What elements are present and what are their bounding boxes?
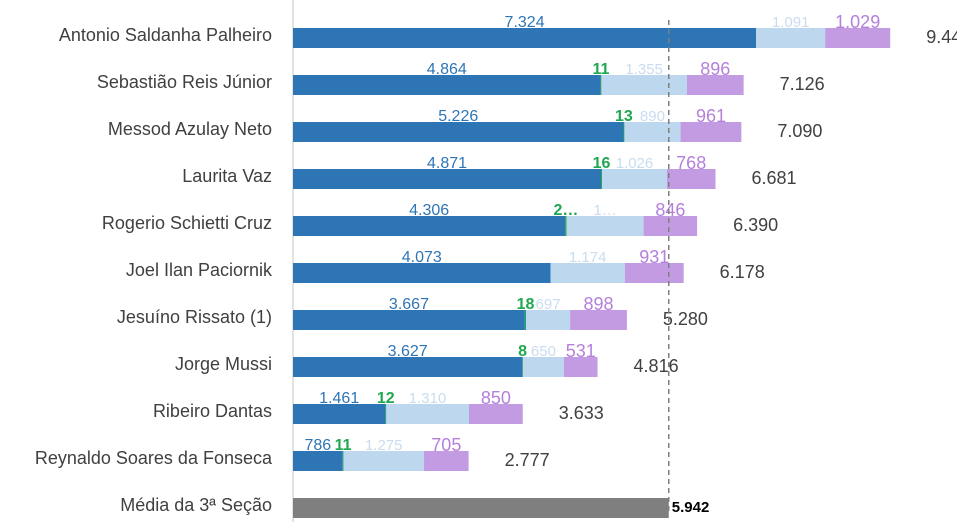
bar-segment <box>825 28 891 48</box>
total-label: 6.681 <box>751 168 796 188</box>
bar-segment <box>385 404 387 424</box>
value-label: 1.029 <box>835 12 880 32</box>
value-label: 4.073 <box>402 249 442 266</box>
bar-segment <box>293 122 624 142</box>
total-label: 3.633 <box>559 403 604 423</box>
total-label: 7.090 <box>777 121 822 141</box>
value-label: 4.864 <box>427 61 467 78</box>
value-label: 1.355 <box>625 61 663 78</box>
bar-segment <box>293 75 601 95</box>
value-label: 3.627 <box>388 343 428 360</box>
bar-segment <box>756 28 826 48</box>
value-label: 850 <box>481 388 511 408</box>
bar-segment <box>601 75 687 95</box>
value-label: 12 <box>377 390 395 407</box>
value-label: 7.324 <box>505 14 545 31</box>
value-label: 5.226 <box>438 108 478 125</box>
bar-segment <box>600 75 602 95</box>
bar-segment <box>293 451 343 471</box>
category-label: Jorge Mussi <box>175 354 272 374</box>
value-label: 13 <box>615 108 633 125</box>
total-label: 5.280 <box>663 309 708 329</box>
value-label: 11 <box>335 437 352 454</box>
value-label: 705 <box>431 435 461 455</box>
bar-segment <box>624 122 681 142</box>
bar-segment <box>468 404 523 424</box>
value-label: 786 <box>305 437 332 454</box>
category-label: Média da 3ª Seção <box>120 495 272 515</box>
value-label: 931 <box>639 247 669 267</box>
value-label: 4.306 <box>409 202 449 219</box>
bar-segment <box>601 169 603 189</box>
bar-segment <box>342 451 344 471</box>
value-label: 768 <box>676 153 706 173</box>
total-label: 9.444 <box>926 27 957 47</box>
value-label: 16 <box>593 155 611 172</box>
value-label: 650 <box>531 343 556 360</box>
value-label: 1.026 <box>616 155 654 172</box>
value-label: 1.174 <box>569 249 607 266</box>
value-label: 1.310 <box>409 390 447 407</box>
value-label: 3.667 <box>389 296 429 313</box>
total-label: 6.178 <box>720 262 765 282</box>
bar-segment <box>293 310 525 330</box>
bar-segment <box>524 310 527 330</box>
bar-segment <box>565 216 567 236</box>
bar-segment <box>522 357 564 377</box>
category-label: Reynaldo Soares da Fonseca <box>35 448 273 468</box>
bar-segment <box>293 169 602 189</box>
category-label: Messod Azulay Neto <box>108 119 272 139</box>
value-label: 531 <box>566 341 596 361</box>
bar-segment <box>686 75 744 95</box>
value-label: 961 <box>696 106 726 126</box>
bar-segment <box>293 28 757 48</box>
bar-segment <box>566 216 644 236</box>
bar-segment <box>563 357 598 377</box>
value-label: 1.461 <box>319 390 359 407</box>
category-label: Rogerio Schietti Cruz <box>102 213 272 233</box>
category-label: Antonio Saldanha Palheiro <box>59 25 272 45</box>
value-label: 697 <box>536 296 561 313</box>
bar-segment <box>666 169 716 189</box>
value-label: 2… <box>554 202 579 219</box>
bar-segment <box>570 310 627 330</box>
category-label: Jesuíno Rissato (1) <box>117 307 272 327</box>
bar-segment <box>293 216 566 236</box>
bar-segment <box>643 216 698 236</box>
average-bar <box>293 498 669 518</box>
value-label: 1.091 <box>772 14 810 31</box>
value-label: 1.275 <box>365 437 403 454</box>
bar-segment <box>343 451 425 471</box>
average-label: 5.942 <box>672 499 710 516</box>
bar-segment <box>623 122 625 142</box>
value-label: 18 <box>517 296 535 313</box>
bar-segment <box>293 404 386 424</box>
value-label: 11 <box>592 61 609 78</box>
total-label: 4.816 <box>634 356 679 376</box>
value-label: 846 <box>655 200 685 220</box>
category-label: Laurita Vaz <box>182 166 272 186</box>
total-label: 7.126 <box>780 74 825 94</box>
bar-segment <box>293 263 551 283</box>
bar-segment <box>386 404 469 424</box>
bar-segment <box>293 357 523 377</box>
value-label: 896 <box>700 59 730 79</box>
bar-segment <box>522 357 524 377</box>
total-label: 2.777 <box>505 450 550 470</box>
bar-segment <box>550 263 625 283</box>
value-label: 890 <box>640 108 665 125</box>
value-label: 8 <box>518 343 527 360</box>
bar-segment <box>602 169 667 189</box>
value-label: 1… <box>593 202 616 219</box>
category-label: Sebastião Reis Júnior <box>97 72 272 92</box>
total-label: 6.390 <box>733 215 778 235</box>
value-label: 898 <box>583 294 613 314</box>
bar-segment <box>526 310 571 330</box>
bar-segment <box>680 122 742 142</box>
category-label: Ribeiro Dantas <box>153 401 272 421</box>
value-label: 4.871 <box>427 155 467 172</box>
bar-segment <box>424 451 469 471</box>
category-label: Joel Ilan Paciornik <box>126 260 273 280</box>
